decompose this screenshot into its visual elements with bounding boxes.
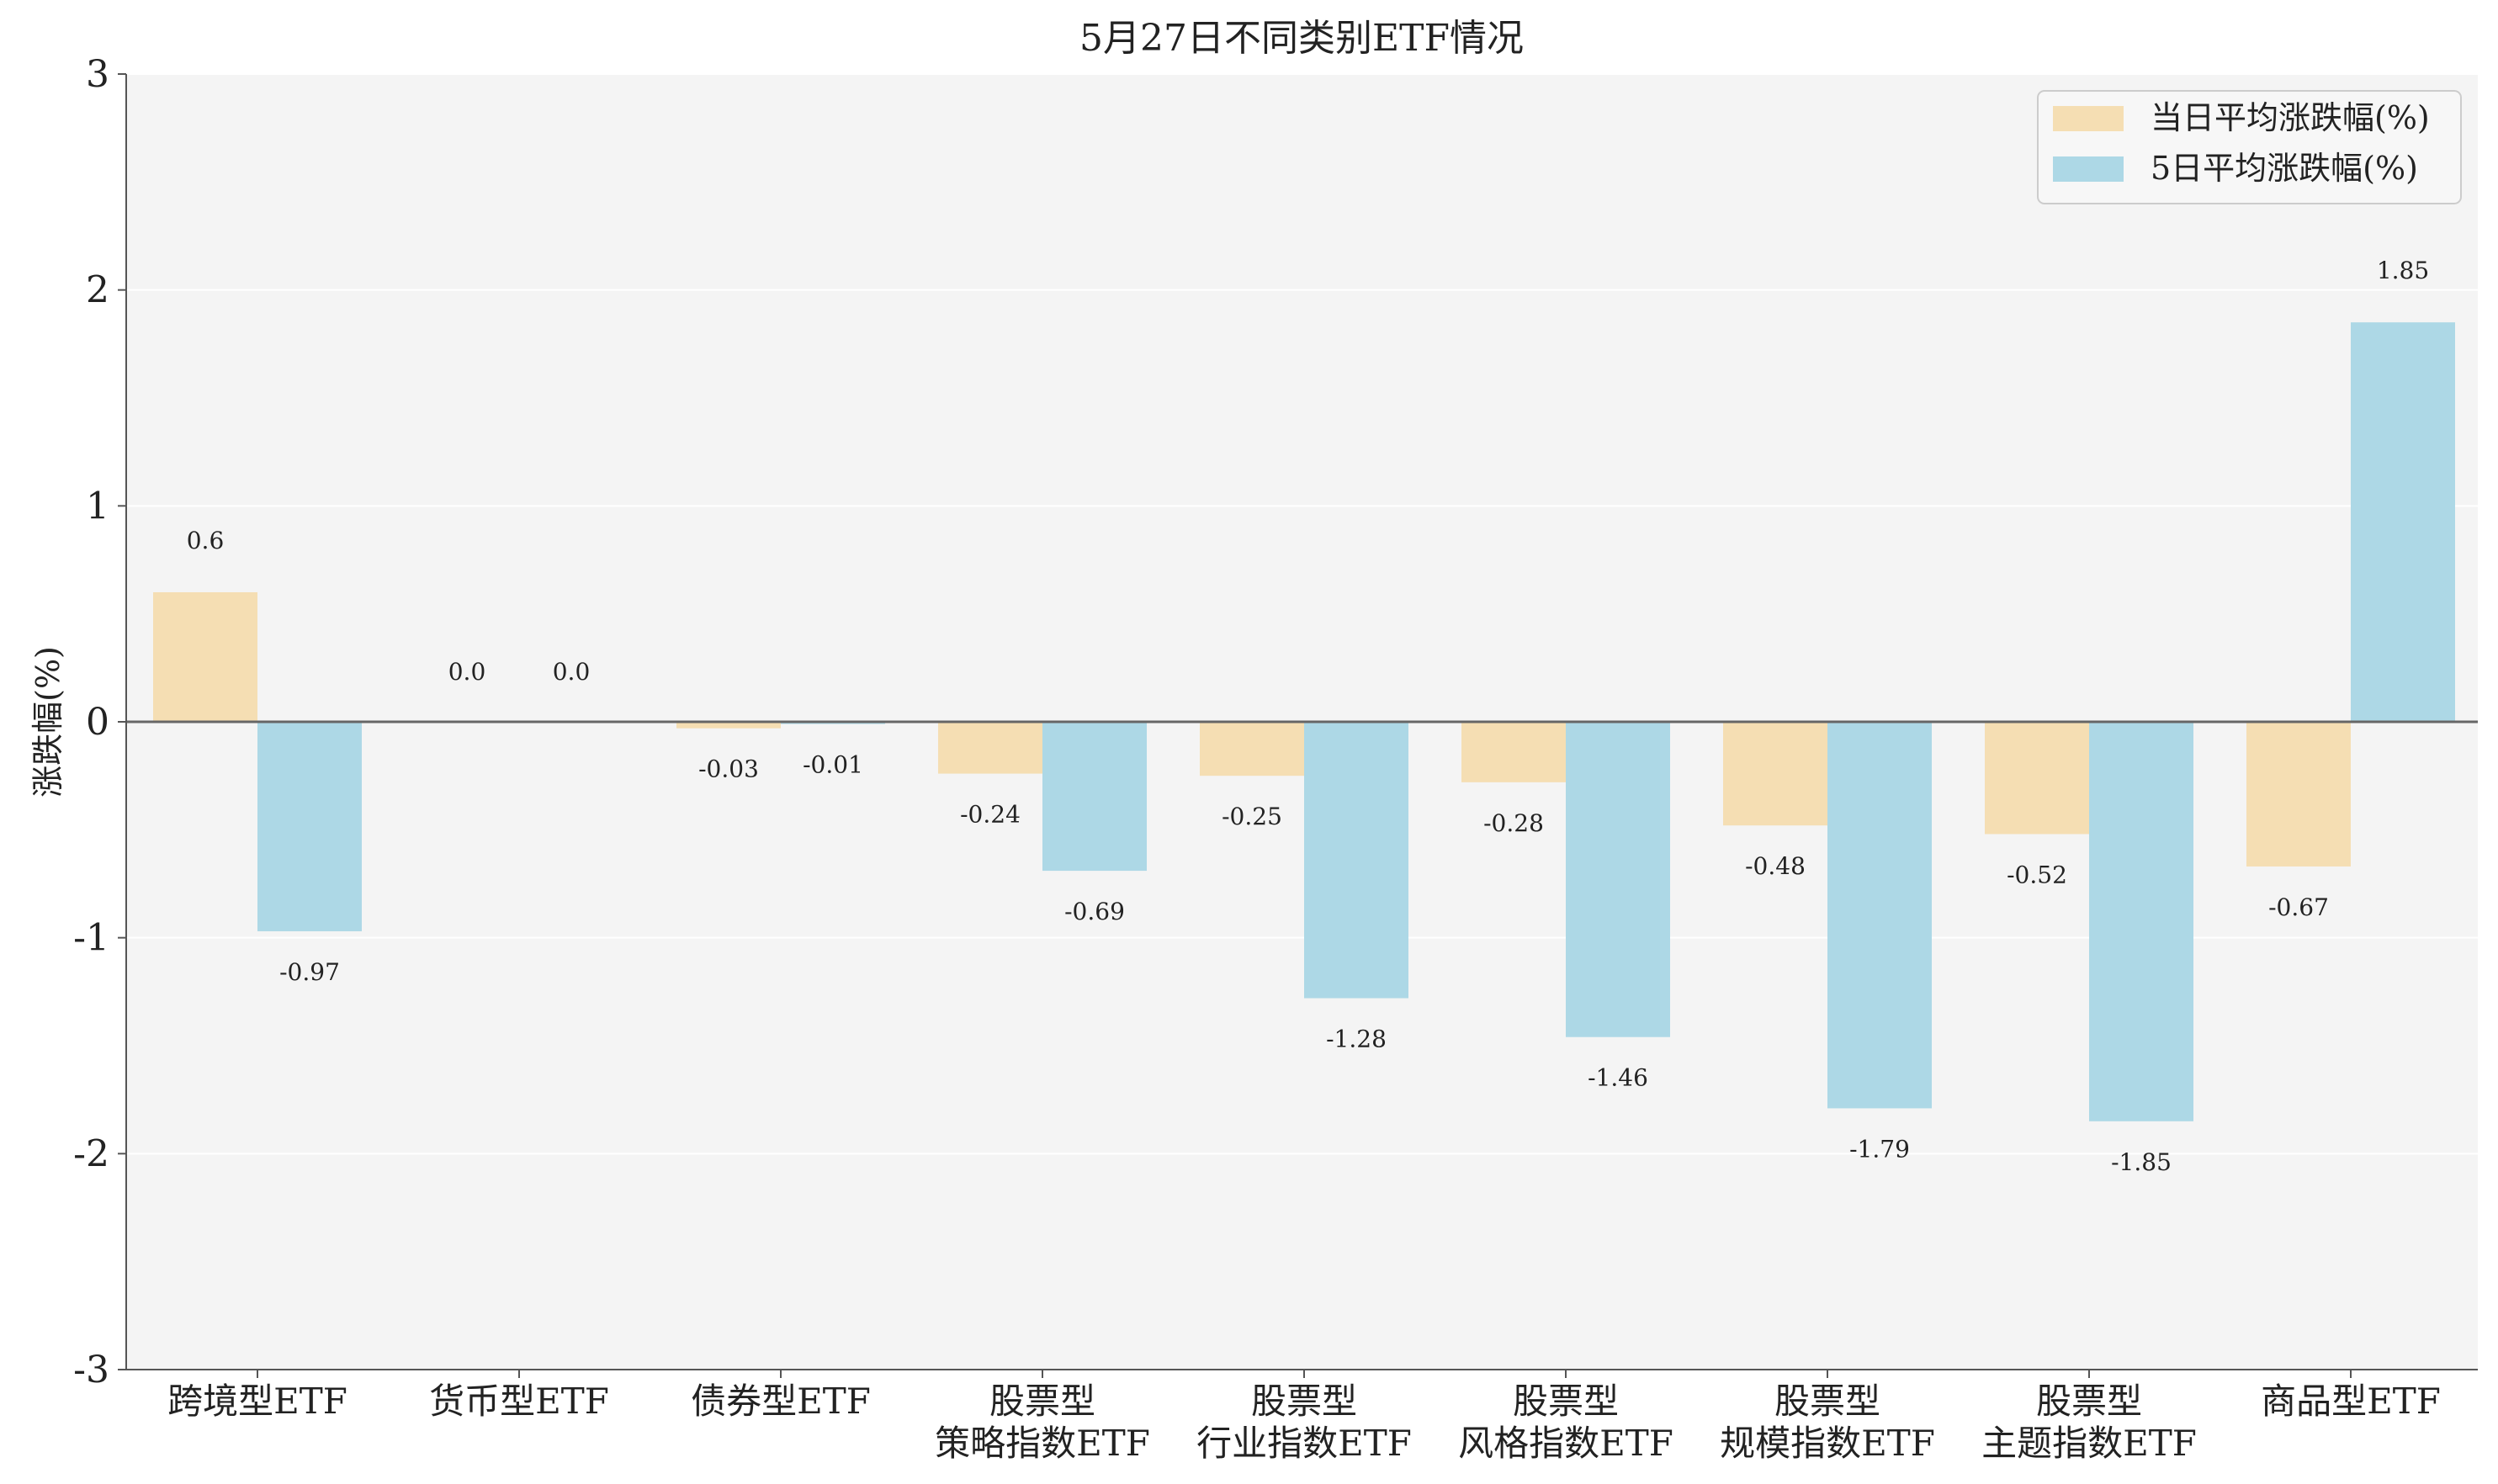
bar-daily <box>1461 722 1566 782</box>
value-label: -0.48 <box>1745 852 1806 880</box>
legend-frame <box>2037 90 2462 204</box>
bar-5day <box>1827 722 1932 1109</box>
x-tick-label: 商品型ETF <box>2261 1381 2441 1422</box>
bar-daily <box>1723 722 1827 826</box>
x-tick-label: 股票型 <box>1251 1381 1357 1422</box>
x-tick-label: 股票型 <box>1513 1381 1619 1422</box>
value-label: 0.6 <box>187 527 225 554</box>
value-label: -0.69 <box>1064 898 1125 925</box>
bar-5day <box>257 722 362 931</box>
bar-5day <box>2089 722 2193 1121</box>
value-label: -1.28 <box>1326 1026 1387 1053</box>
x-tick-label: 规模指数ETF <box>1720 1423 1935 1464</box>
x-tick-label: 货币型ETF <box>429 1381 609 1422</box>
y-tick-label: -2 <box>73 1132 109 1175</box>
legend-swatch-5day <box>2053 156 2124 182</box>
bars <box>153 322 2455 1121</box>
value-label: 0.0 <box>553 658 591 686</box>
value-labels: 0.6 0.0 -0.03 -0.24 -0.25 -0.28 -0.48 -0.52 -0.6… <box>187 257 2429 1176</box>
value-label: -0.52 <box>2007 861 2067 888</box>
y-axis-label: 涨跌幅(%) <box>29 646 66 798</box>
bar-daily <box>1200 722 1304 776</box>
bar-5day <box>1042 722 1147 872</box>
value-label: -0.67 <box>2268 893 2329 921</box>
value-label: -0.97 <box>279 958 340 986</box>
legend-swatch-daily <box>2053 106 2124 131</box>
bar-daily <box>676 722 781 729</box>
bar-daily <box>1985 722 2089 835</box>
legend-label-daily: 当日平均涨跌幅(%) <box>2151 99 2430 136</box>
value-label: -0.01 <box>803 751 863 779</box>
y-tick-label: 2 <box>86 269 109 312</box>
bar-daily <box>2246 722 2351 867</box>
value-label: -1.46 <box>1588 1064 1648 1092</box>
x-tick-label: 股票型 <box>989 1381 1095 1422</box>
chart-title: 5月27日不同类别ETF情况 <box>1079 17 1524 60</box>
bar-5day <box>1304 722 1408 999</box>
legend-label-5day: 5日平均涨跌幅(%) <box>2151 150 2418 187</box>
bar-5day <box>2351 322 2455 722</box>
value-label: 0.0 <box>448 658 486 686</box>
x-tick-label: 股票型 <box>1774 1381 1880 1422</box>
x-tick-label: 主题指数ETF <box>1981 1423 2197 1464</box>
y-tick-label: 0 <box>86 701 109 744</box>
x-tick-label: 股票型 <box>2036 1381 2142 1422</box>
x-tick-label: 行业指数ETF <box>1196 1423 1412 1464</box>
y-tick-label: 3 <box>86 53 109 96</box>
value-label: -1.85 <box>2111 1148 2172 1176</box>
bar-daily <box>153 592 257 722</box>
y-tick-label: -1 <box>73 917 109 960</box>
bar-5day <box>1566 722 1670 1037</box>
value-label: 1.85 <box>2377 257 2429 284</box>
x-tick-label: 策略指数ETF <box>935 1423 1150 1464</box>
y-tick-label: -3 <box>73 1349 109 1391</box>
x-tick-label: 债券型ETF <box>691 1381 871 1422</box>
value-label: -0.03 <box>698 755 759 783</box>
x-tick-label: 跨境型ETF <box>167 1381 347 1422</box>
value-label: -0.25 <box>1222 803 1282 830</box>
y-tick-label: 1 <box>86 485 109 527</box>
bar-daily <box>938 722 1042 774</box>
value-label: -0.24 <box>960 801 1021 829</box>
x-tick-label: 风格指数ETF <box>1458 1423 1673 1464</box>
value-label: -1.79 <box>1849 1135 1910 1163</box>
value-label: -0.28 <box>1483 809 1544 837</box>
legend: 当日平均涨跌幅(%) 5日平均涨跌幅(%) <box>2037 90 2462 204</box>
